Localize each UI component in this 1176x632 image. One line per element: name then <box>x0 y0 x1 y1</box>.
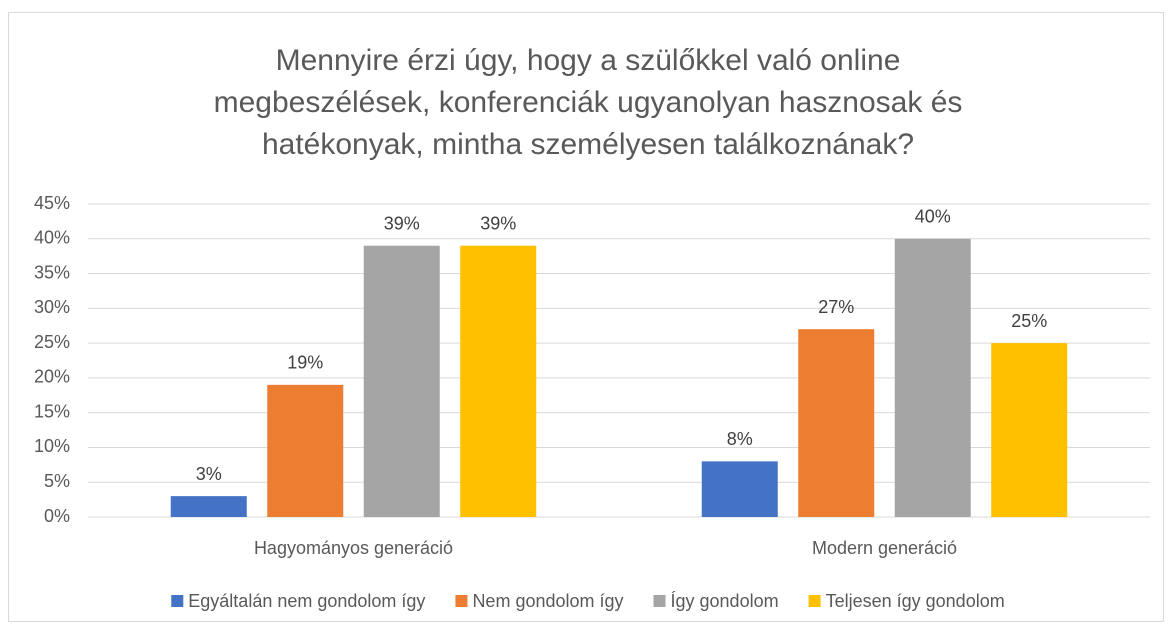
y-tick-label: 35% <box>34 262 70 282</box>
y-tick-label: 30% <box>34 297 70 317</box>
y-tick-label: 5% <box>44 471 70 491</box>
legend-label: Teljesen így gondolom <box>826 591 1005 611</box>
legend-label: Nem gondolom így <box>472 591 623 611</box>
y-tick-label: 40% <box>34 228 70 248</box>
bar <box>460 245 537 517</box>
bar <box>701 461 778 517</box>
bar <box>363 245 440 517</box>
y-tick-label: 15% <box>34 401 70 421</box>
legend-swatch <box>171 595 184 607</box>
y-tick-label: 10% <box>34 436 70 456</box>
chart-frame <box>8 12 1164 622</box>
y-tick-label: 20% <box>34 367 70 387</box>
data-label: 19% <box>287 353 323 373</box>
legend-swatch <box>653 595 666 607</box>
y-tick-label: 0% <box>44 506 70 526</box>
y-tick-label: 45% <box>34 193 70 213</box>
y-tick-label: 25% <box>34 332 70 352</box>
legend-label: Egyáltalán nem gondolom így <box>188 591 425 611</box>
data-label: 39% <box>384 213 420 233</box>
data-label: 8% <box>727 429 753 449</box>
bar <box>894 238 971 517</box>
data-label: 39% <box>480 213 516 233</box>
legend-swatch <box>455 595 468 607</box>
bar <box>798 329 875 517</box>
chart-title: Mennyire érzi úgy, hogy a szülőkkel való… <box>213 44 963 161</box>
legend-swatch <box>808 595 821 607</box>
x-tick-label: Modern generáció <box>812 538 957 558</box>
legend-label: Így gondolom <box>671 591 779 611</box>
bar <box>991 343 1068 517</box>
bar <box>170 496 247 517</box>
bar <box>267 384 344 517</box>
x-tick-label: Hagyományos generáció <box>254 538 453 558</box>
data-label: 3% <box>196 464 222 484</box>
data-label: 40% <box>915 207 951 227</box>
data-label: 27% <box>818 297 854 317</box>
data-label: 25% <box>1011 311 1047 331</box>
